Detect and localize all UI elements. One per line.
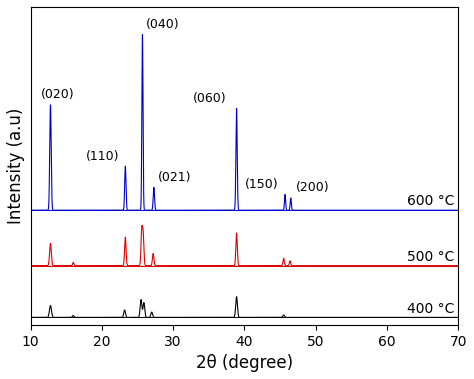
Text: 600 °C: 600 °C	[407, 194, 455, 208]
Text: 500 °C: 500 °C	[407, 250, 455, 264]
Y-axis label: Intensity (a.u): Intensity (a.u)	[7, 108, 25, 224]
Text: (200): (200)	[296, 181, 329, 194]
Text: (020): (020)	[41, 88, 75, 101]
Text: (040): (040)	[146, 18, 180, 31]
X-axis label: 2θ (degree): 2θ (degree)	[196, 354, 293, 372]
Text: (150): (150)	[245, 178, 279, 191]
Text: (110): (110)	[86, 150, 119, 163]
Text: (021): (021)	[157, 171, 191, 184]
Text: (060): (060)	[193, 92, 227, 105]
Text: 400 °C: 400 °C	[407, 302, 455, 316]
